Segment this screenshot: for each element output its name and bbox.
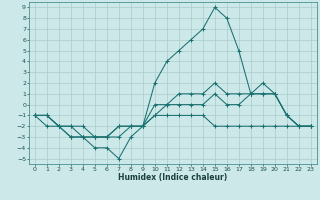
X-axis label: Humidex (Indice chaleur): Humidex (Indice chaleur) [118,173,228,182]
